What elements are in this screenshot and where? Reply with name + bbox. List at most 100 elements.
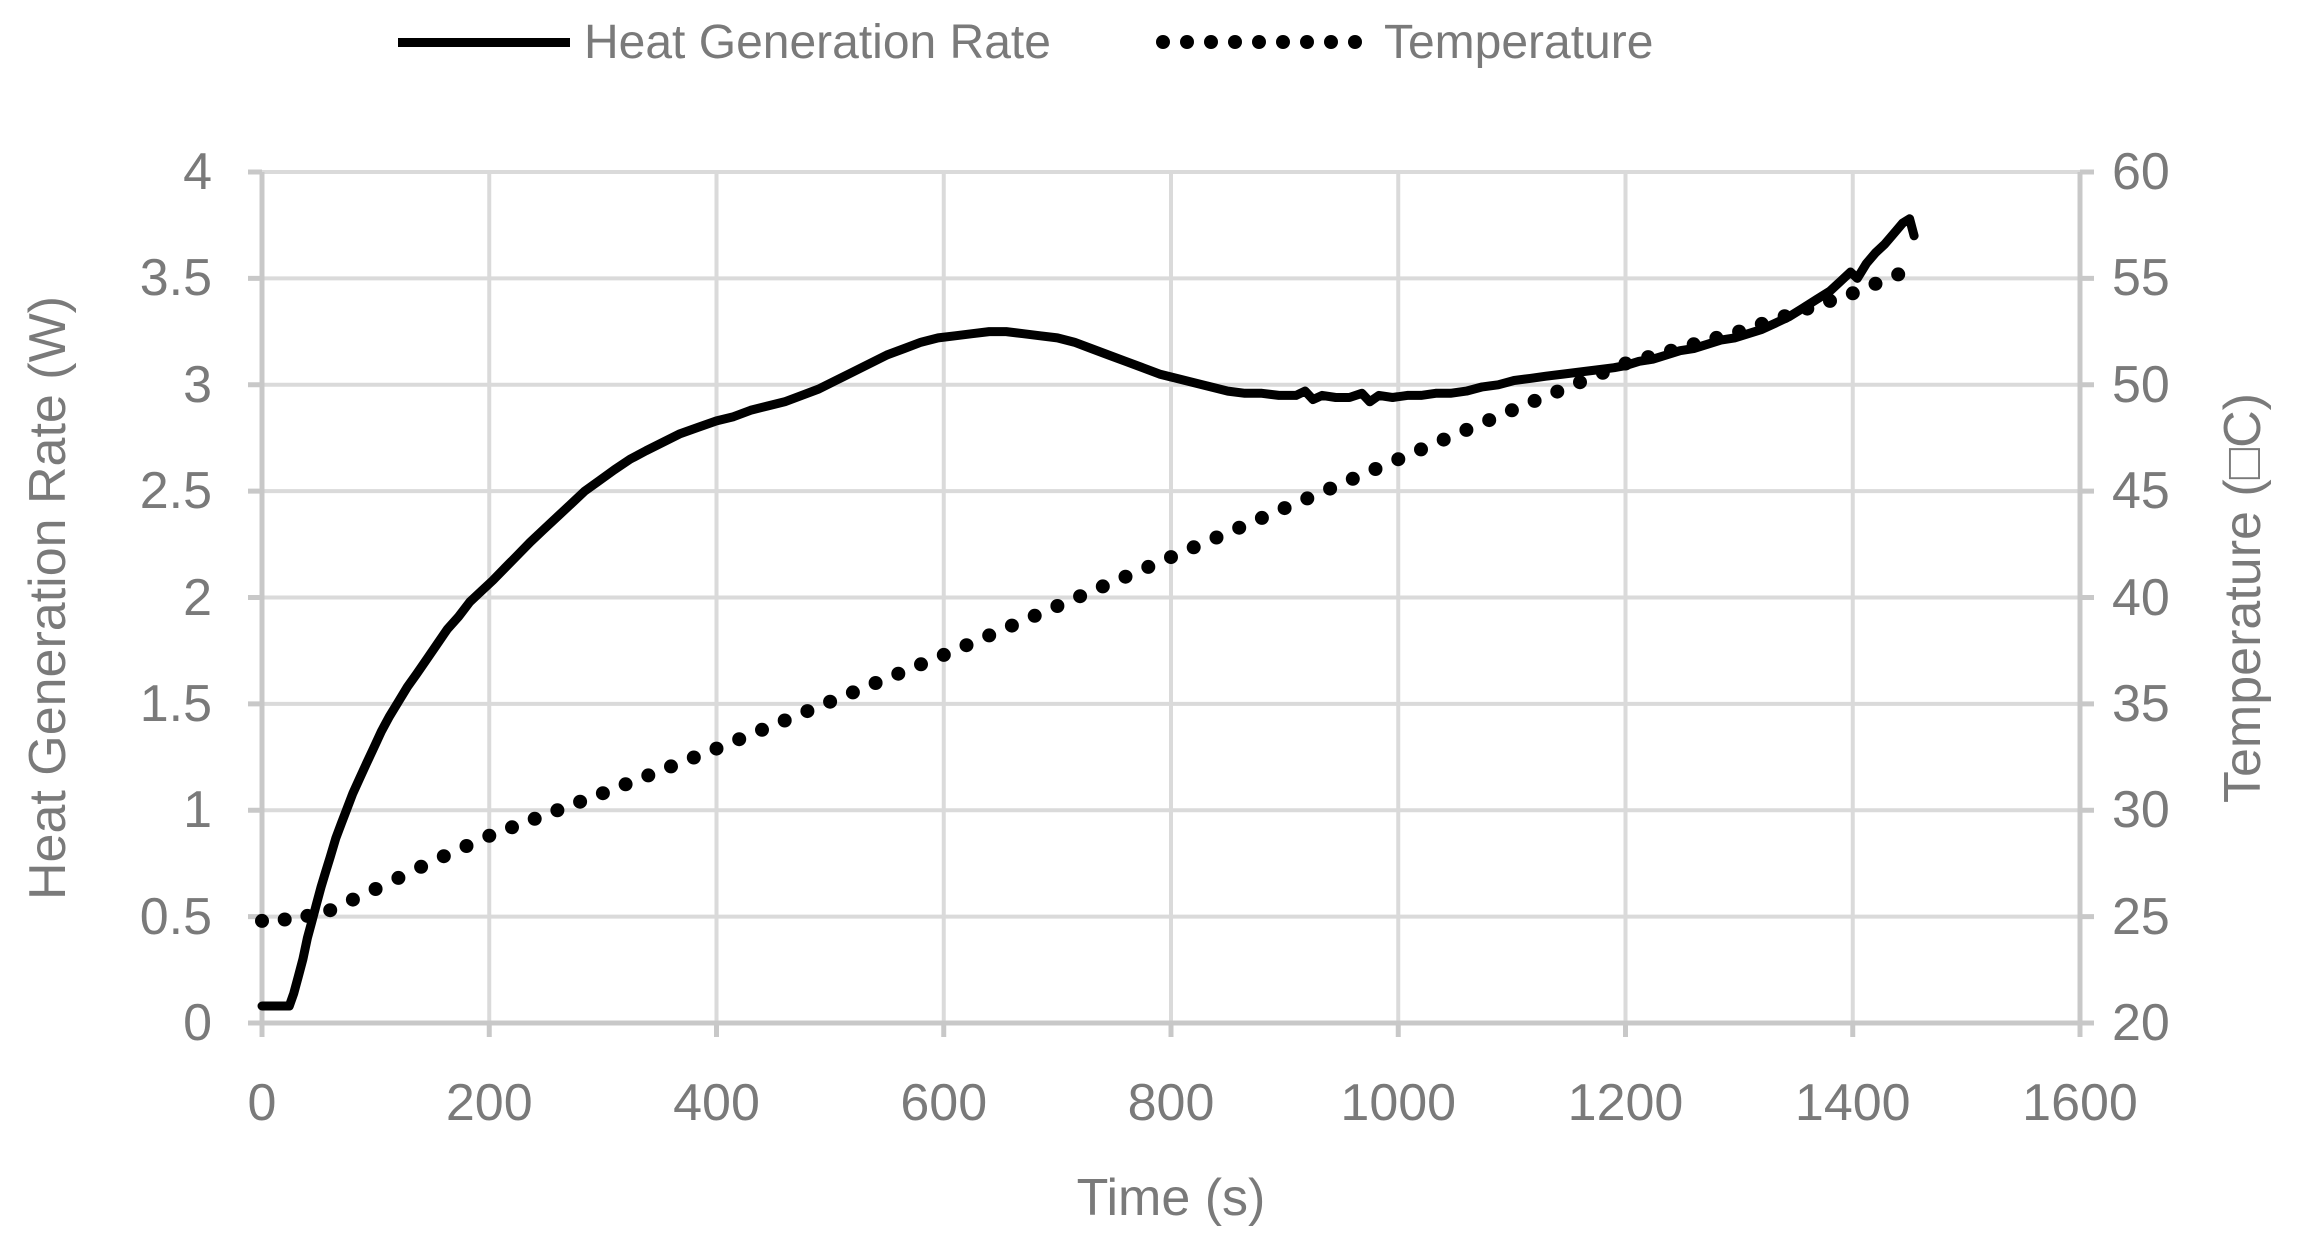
temperature-dot [368,882,383,896]
temperature-dot [1573,375,1587,390]
legend-dot [1275,35,1290,49]
left-axis-tick-label: 3.5 [139,249,212,308]
temperature-dot [959,638,974,653]
temperature-dot [1777,309,1792,324]
temperature-dot [1459,422,1474,437]
temperature-dot [550,803,565,818]
temperature-dot [618,777,633,792]
temperature-dot [800,704,815,719]
temperature-dot [1732,324,1747,339]
legend-dot [1347,35,1362,49]
legend-dot [1155,35,1170,49]
x-axis-tick-label: 400 [673,1074,760,1132]
temperature-dot [595,786,610,801]
x-axis-title: Time (s) [1076,1169,1266,1227]
temperature-dot [1004,618,1019,633]
temperature-dot [1800,301,1815,316]
left-axis-tick-label: 3 [183,355,212,414]
temperature-dot [936,647,951,662]
legend-label-temperature: Temperature [1383,15,1654,69]
left-axis-title: Heat Generation Rate (W) [19,295,77,901]
temperature-dot [436,849,451,864]
left-axis-tick-label: 0.5 [139,887,212,946]
legend-dot [1299,35,1314,49]
temperature-dot [1550,384,1565,399]
temperature-dot [255,913,269,928]
temperature-dot [641,768,656,783]
right-axis-tick-label: 45 [2112,462,2170,521]
temperature-dot [755,722,769,737]
temperature-dot [732,732,747,747]
temperature-dot [300,908,315,923]
temperature-dot [891,666,906,681]
temperature-dot [277,912,292,927]
temperature-dot [845,685,860,700]
temperature-dot [1709,330,1724,345]
right-axis-tick-label: 40 [2112,568,2170,627]
left-axis-tick-label: 2.5 [139,462,212,521]
temperature-dot [868,676,883,690]
right-axis-tick-label: 30 [2112,781,2170,840]
temperature-dot [1868,276,1883,291]
temperature-dot [1414,442,1428,457]
right-axis-tick-label: 20 [2112,994,2170,1052]
left-axis-tick-label: 2 [183,568,212,627]
temperature-dot [1595,365,1610,380]
temperature-dot [1050,599,1065,613]
legend-label-heat-generation-rate: Heat Generation Rate [584,15,1051,69]
temperature-dot [1027,608,1042,623]
right-axis-tick-label: 35 [2112,674,2170,733]
temperature-dot [823,694,838,709]
temperature-dot [777,713,792,728]
temperature-dot [459,839,474,853]
temperature-dot [1209,530,1224,545]
temperature-dot [1095,579,1110,594]
temperature-dot [345,892,360,907]
temperature-dot [527,811,542,826]
right-axis-tick-label: 55 [2112,249,2170,308]
legend-dot [1323,35,1338,49]
temperature-dot [1823,293,1837,308]
temperature-dot [709,741,724,756]
temperature-dot [1368,462,1383,476]
temperature-dot [1073,589,1088,604]
left-axis-tick-label: 1 [183,781,212,840]
right-axis-title: Temperature (□C) [2214,393,2272,803]
legend-dot [1251,35,1266,49]
heat-generation-rate-line [257,214,1919,1011]
temperature-dot [1300,491,1315,506]
x-axis-tick-label: 200 [445,1074,533,1132]
legend-dot [1227,35,1242,49]
legend-item-temperature: Temperature [1155,15,1654,70]
x-axis-tick-label: 800 [1127,1074,1215,1132]
temperature-dot [1232,520,1247,535]
temperature-dot [1891,267,1906,282]
temperature-dot [1436,432,1451,447]
solid-line-marker-icon [398,37,570,47]
temperature-dot [914,657,928,672]
chart-legend: Heat Generation Rate Temperature [398,12,1653,72]
temperature-dot [323,903,338,918]
temperature-dot [1254,510,1269,525]
temperature-dot [482,828,497,843]
temperature-dot [1277,501,1292,516]
temperature-dot [1345,471,1360,486]
temperature-dot [982,628,997,643]
temperature-dot [1845,286,1860,301]
legend-dot [1203,35,1218,49]
right-axis-tick-label: 60 [2112,143,2170,201]
temperature-dot [1118,569,1133,584]
temperature-dot [1323,481,1338,496]
temperature-dot [686,750,701,765]
temperature-dot [573,794,588,809]
temperature-dot [664,759,678,774]
legend-dot [1179,35,1194,49]
x-axis-tick-label: 0 [247,1074,277,1132]
dotted-line-marker-icon [1155,35,1362,49]
x-axis-tick-label: 600 [900,1074,988,1132]
right-axis-tick-label: 25 [2112,887,2170,946]
x-axis-tick-label: 1000 [1340,1074,1457,1132]
temperature-dot [391,870,406,885]
